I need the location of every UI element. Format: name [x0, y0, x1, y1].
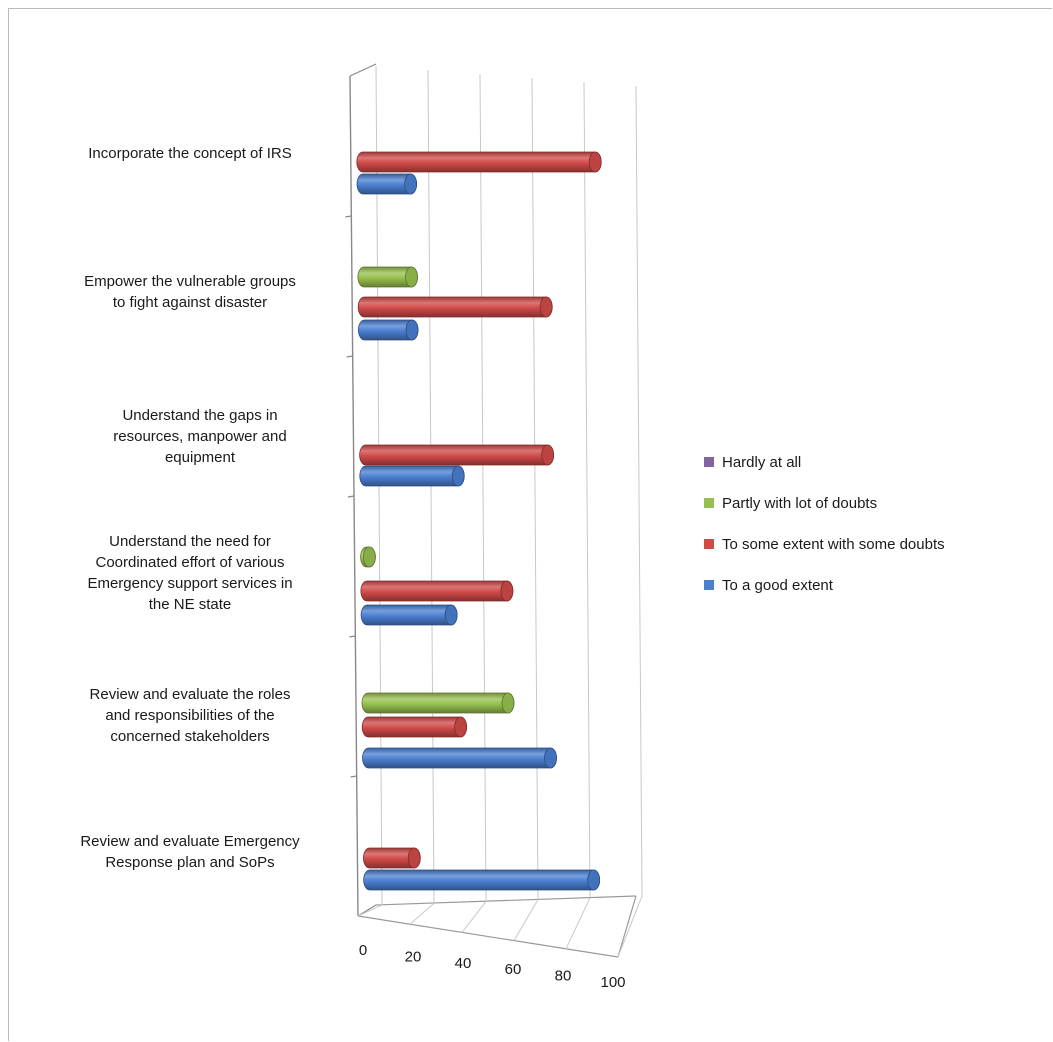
x-tick-label: 100	[600, 974, 625, 991]
legend-item: Partly with lot of doubts	[704, 493, 945, 513]
bar-to-some-extent-with-some-doubts-1	[361, 716, 467, 738]
gridline-80	[583, 81, 591, 898]
category-label: Empower the vulnerable groups to fight ag…	[30, 271, 350, 313]
chart-frame	[8, 8, 1052, 1041]
bar-cap	[588, 151, 602, 173]
floor-line-40	[461, 901, 487, 933]
category-label-line: the NE state	[148, 596, 232, 613]
bar-cap	[541, 444, 555, 466]
category-label-line: to fight against disaster	[112, 294, 268, 311]
legend-swatch	[704, 457, 714, 467]
bar-cap	[451, 465, 465, 487]
axis-bottom-front	[357, 915, 619, 958]
bar-to-a-good-extent-0	[363, 869, 601, 891]
bar-partly-with-lot-of-doubts-1	[361, 692, 515, 714]
category-tick	[349, 635, 356, 638]
bar-to-some-extent-with-some-doubts-3	[359, 444, 555, 466]
bar-cap	[407, 847, 421, 869]
x-tick-label: 40	[455, 955, 472, 972]
bar-cap	[500, 580, 514, 602]
bar-to-some-extent-with-some-doubts-5	[356, 151, 602, 173]
gridline-40	[479, 73, 487, 902]
bar-cap	[405, 319, 419, 341]
floor-line-60	[513, 899, 539, 941]
category-tick	[345, 215, 352, 218]
category-label: Understand the need for Coordinated effor…	[30, 531, 350, 615]
category-label: Incorporate the concept of IRS	[30, 143, 350, 164]
legend-item: To some extent with some doubts	[704, 534, 945, 554]
gridline-100	[635, 85, 643, 897]
bar-cap	[544, 747, 557, 769]
legend-label: To a good extent	[722, 576, 833, 594]
legend-item: To a good extent	[704, 575, 945, 595]
bar-cap	[587, 869, 601, 891]
bar-cap	[405, 266, 418, 288]
bar-to-a-good-extent-3	[359, 465, 465, 487]
bar-to-a-good-extent-1	[362, 747, 557, 769]
gridline-20	[427, 69, 435, 904]
bar-cap	[454, 716, 468, 738]
bar-to-a-good-extent-2	[360, 604, 458, 626]
legend-label: To some extent with some doubts	[722, 535, 945, 553]
category-label-line: Understand the gaps in	[122, 407, 278, 424]
category-label-line: Response plan and SoPs	[105, 854, 275, 871]
category-label-line: Review and evaluate the roles	[89, 686, 291, 703]
category-tick	[347, 495, 355, 498]
x-tick-label: 20	[405, 948, 422, 965]
legend-label: Partly with lot of doubts	[722, 494, 878, 512]
category-label-line: Empower the vulnerable groups	[84, 273, 296, 290]
legend-swatch	[704, 498, 714, 508]
bar-cap	[444, 604, 458, 626]
category-label-line: Incorporate the concept of IRS	[88, 145, 292, 162]
bar-cap	[362, 546, 376, 568]
floor-line-20	[409, 902, 435, 925]
x-tick-label: 80	[555, 968, 572, 985]
category-label: Review and evaluate Emergency Response pl…	[30, 831, 350, 873]
category-label-line: Understand the need for	[109, 533, 271, 550]
axis-bottom-right	[617, 895, 637, 958]
axis-top-edge	[349, 63, 377, 77]
x-tick-label: 0	[359, 942, 367, 959]
x-tick-label: 60	[505, 961, 522, 978]
category-tick	[346, 355, 353, 358]
floor-line-80	[565, 897, 591, 950]
category-label: Understand the gaps in resources, manpowe…	[40, 405, 360, 468]
bar-cap	[501, 692, 515, 714]
legend-swatch	[704, 539, 714, 549]
gridline-60	[531, 77, 539, 900]
floor-line-0	[357, 904, 383, 917]
legend-item: Hardly at all	[704, 452, 945, 472]
bar-cap	[404, 173, 418, 195]
category-label-line: resources, manpower and	[113, 428, 287, 445]
category-label-line: Coordinated effort of various	[95, 554, 285, 571]
legend-swatch	[704, 580, 714, 590]
legend-label: Hardly at all	[722, 453, 802, 471]
floor-line-100	[617, 895, 643, 958]
category-label-line: Review and evaluate Emergency	[80, 833, 300, 850]
category-tick	[350, 775, 357, 778]
bar-cap	[539, 296, 553, 318]
axis-bottom-back	[375, 895, 637, 906]
legend: Hardly at all Partly with lot of doubts To…	[704, 452, 945, 616]
category-label-line: equipment	[164, 449, 236, 466]
category-label-line: and responsibilities of the	[105, 707, 275, 724]
bar-to-some-extent-with-some-doubts-4	[357, 296, 553, 318]
category-label: Review and evaluate the roles and respons…	[30, 684, 350, 747]
bar-to-some-extent-with-some-doubts-2	[360, 580, 514, 602]
category-label-line: Emergency support services in	[87, 575, 293, 592]
category-label-line: concerned stakeholders	[110, 728, 270, 745]
